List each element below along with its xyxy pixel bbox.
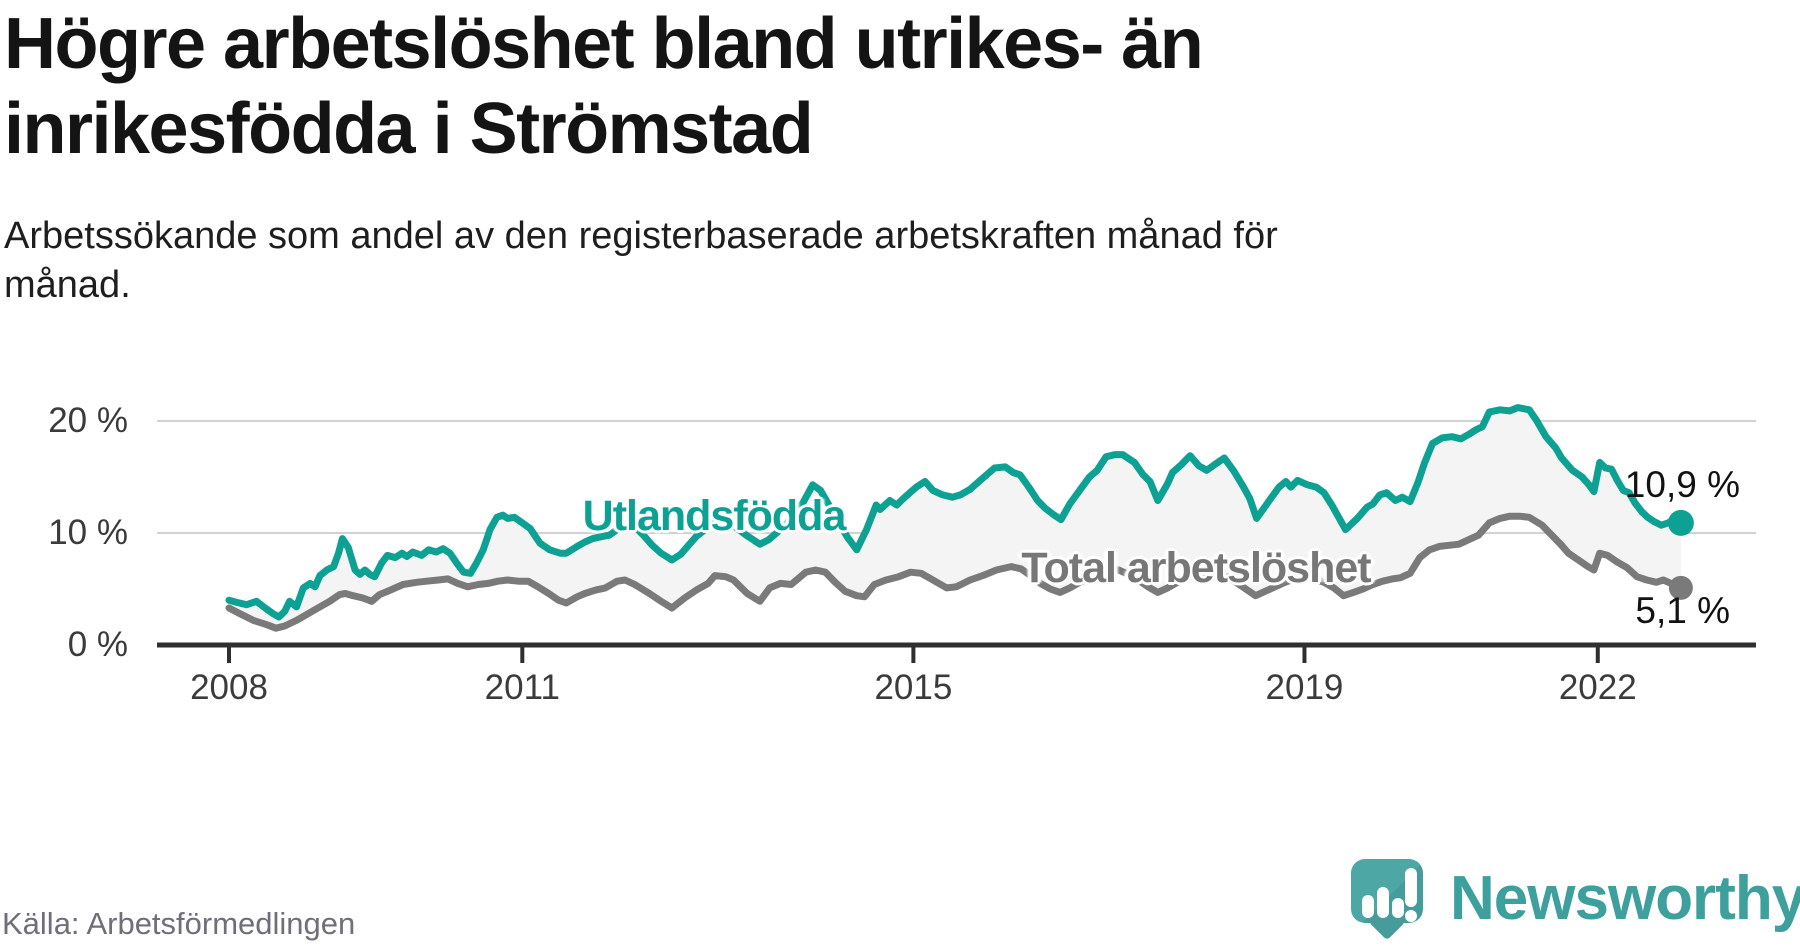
y-tick-label: 20 %	[48, 401, 128, 440]
series-label-utlandsfodda: Utlandsfödda	[582, 492, 847, 540]
y-tick-label: 0 %	[67, 625, 128, 664]
newsworthy-logo-icon	[1351, 859, 1423, 949]
y-tick-label: 10 %	[48, 513, 128, 552]
end-value-label-utlandsfodda: 10,9 %	[1624, 464, 1740, 505]
x-tick-label: 2019	[1265, 668, 1344, 707]
series-label-total: Total arbetslöshet	[1021, 544, 1371, 592]
x-tick-label: 2015	[874, 668, 953, 707]
x-tick-label: 2022	[1558, 668, 1637, 707]
end-value-label-total: 5,1 %	[1635, 590, 1730, 631]
source-note: Källa: Arbetsförmedlingen	[2, 906, 356, 941]
subtitle: Arbetssökande som andel av den registerb…	[4, 215, 1278, 306]
x-tick-label: 2008	[190, 668, 268, 707]
x-tick-label: 2011	[484, 668, 560, 707]
page-title: Högre arbetslöshet bland utrikes- än inr…	[4, 4, 1204, 169]
newsworthy-logo-text: Newsworthy	[1450, 864, 1800, 933]
